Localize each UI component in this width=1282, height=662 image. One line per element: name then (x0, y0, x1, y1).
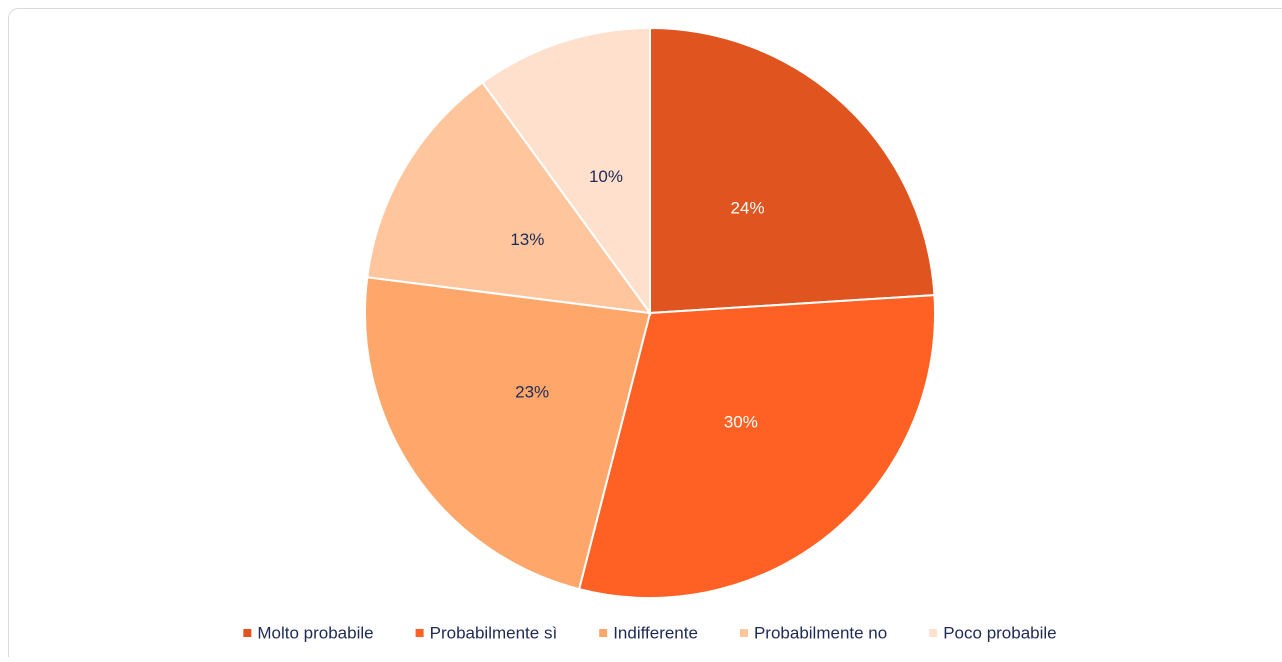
data-label: 13% (510, 230, 544, 249)
legend-label: Poco probabile (943, 623, 1056, 642)
legend-marker (243, 629, 251, 637)
legend-marker (929, 629, 937, 637)
legend-marker (416, 629, 424, 637)
data-label: 23% (515, 383, 549, 402)
data-label: 10% (589, 167, 623, 186)
legend-label: Probabilmente no (754, 623, 887, 642)
data-label: 30% (724, 412, 758, 431)
data-label: 24% (731, 199, 765, 218)
legend-label: Probabilmente sì (430, 623, 558, 642)
legend-marker (599, 629, 607, 637)
legend-label: Indifferente (613, 623, 698, 642)
legend-label: Molto probabile (257, 623, 373, 642)
legend-marker (740, 629, 748, 637)
